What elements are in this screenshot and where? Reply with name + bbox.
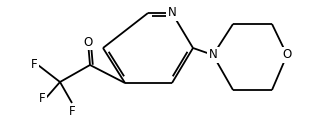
Text: O: O <box>282 49 292 61</box>
Text: F: F <box>69 105 75 118</box>
Text: F: F <box>39 91 46 105</box>
Text: N: N <box>209 49 217 61</box>
Text: O: O <box>83 35 93 49</box>
Text: F: F <box>31 58 38 72</box>
Text: N: N <box>168 7 176 19</box>
